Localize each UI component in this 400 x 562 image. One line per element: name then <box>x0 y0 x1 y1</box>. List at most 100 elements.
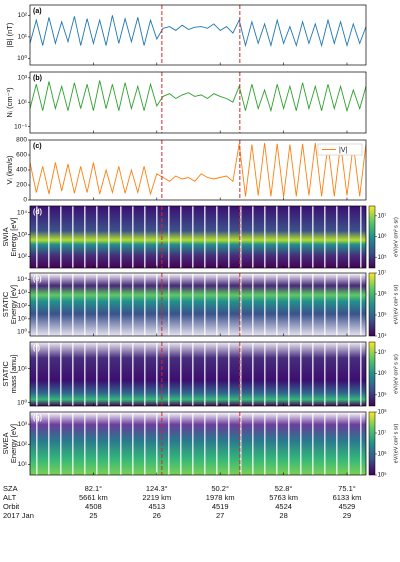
colorbar-tick-label: 10⁵ <box>378 472 388 479</box>
footer-row-label: ALT <box>3 493 17 502</box>
plot-area <box>30 142 366 198</box>
y-axis-label: STATIC <box>1 361 10 387</box>
orbit: 4529 <box>339 502 356 511</box>
date-tick-label: 28 <box>279 511 287 520</box>
altitude: 1978 km <box>206 493 235 502</box>
orbit: 4513 <box>148 502 165 511</box>
panel-letter: (a) <box>33 8 42 15</box>
orbit: 4508 <box>85 502 102 511</box>
plot-area <box>30 15 366 48</box>
date-tick-label: 27 <box>216 511 224 520</box>
colorbar-tick-label: 10⁴ <box>378 333 388 340</box>
y-tick-label: 10¹ <box>18 316 28 323</box>
altitude: 5661 km <box>79 493 108 502</box>
colorbar-label: eV/(eV cm² s sr) <box>393 284 399 324</box>
panel-frame <box>29 4 367 66</box>
altitude: 6133 km <box>333 493 362 502</box>
y-axis-label: STATIC <box>1 291 10 317</box>
date-tick-label: 25 <box>89 511 97 520</box>
footer-row-label: Orbit <box>3 502 20 511</box>
orbit-gaps <box>30 273 366 336</box>
colorbar-tick-label: 10⁷ <box>378 270 387 277</box>
y-axis-label: Energy [eV] <box>9 217 18 256</box>
footer-row-label: SZA <box>3 484 18 493</box>
panel-letter: (e) <box>33 276 42 283</box>
y-tick-label: 10¹ <box>18 99 28 106</box>
series-line <box>30 80 366 113</box>
y-tick-label: 10⁰ <box>17 398 27 406</box>
series-line <box>30 15 366 48</box>
y-tick-label: 400 <box>16 167 27 174</box>
colorbar-label: eV/(eV cm² s sr) <box>393 354 399 394</box>
colorbar-tick-label: 10⁷ <box>378 349 387 356</box>
y-tick-label: 10³ <box>18 421 28 428</box>
panel-frame <box>29 205 367 269</box>
footer-row-label: 2017 Jan <box>3 511 34 520</box>
plot-area <box>30 342 366 406</box>
colorbar-tick-label: 10⁶ <box>378 233 388 240</box>
colorbar-tick-label: 10⁷ <box>378 430 387 437</box>
sza: 52.8° <box>275 484 293 493</box>
orbit: 4524 <box>275 502 292 511</box>
y-tick-label: 10³ <box>18 289 28 296</box>
plot-area <box>30 273 366 336</box>
legend-label: |V| <box>339 147 347 154</box>
sza: 50.2° <box>211 484 229 493</box>
y-axis-label: SWIA <box>1 227 10 246</box>
panel-frame <box>29 272 367 337</box>
sza: 124.3° <box>146 484 168 493</box>
y-tick-label: 10⁴ <box>17 209 27 216</box>
colorbar <box>368 272 376 337</box>
series-line <box>30 142 366 198</box>
colorbar-tick-label: 10⁶ <box>378 291 388 298</box>
y-tick-label: 0 <box>23 197 27 204</box>
y-tick-label: 10³ <box>18 75 28 82</box>
colorbar-label: eV/(eV cm² s sr) <box>393 217 399 257</box>
y-tick-label: 600 <box>16 152 27 159</box>
altitude: 5763 km <box>269 493 298 502</box>
y-tick-label: 10⁴ <box>17 276 27 283</box>
orbit-gaps <box>30 412 366 475</box>
orbit: 4519 <box>212 502 229 511</box>
plot-area <box>30 80 366 113</box>
sza: 82.1° <box>85 484 103 493</box>
y-tick-label: 10⁰ <box>17 328 27 336</box>
y-tick-label: 10¹ <box>18 365 28 372</box>
panel-frame <box>29 341 367 407</box>
colorbar-tick-label: 10⁶ <box>378 370 388 377</box>
y-axis-label: |B| (nT) <box>5 22 14 47</box>
y-tick-label: 10² <box>18 441 28 448</box>
orbit-gaps <box>30 206 366 268</box>
date-tick-label: 29 <box>343 511 351 520</box>
y-axis-label: Energy [eV] <box>9 424 18 463</box>
y-tick-label: 200 <box>16 182 27 189</box>
y-axis-label: SWEA <box>1 432 10 454</box>
y-tick-label: 10³ <box>18 231 28 238</box>
panel-frame <box>29 71 367 134</box>
plot-area <box>30 206 366 268</box>
y-tick-label: 800 <box>16 137 27 144</box>
y-tick-label: 10¹ <box>18 461 28 468</box>
colorbar <box>368 411 376 476</box>
y-tick-label: 10¹ <box>18 34 28 41</box>
colorbar <box>368 205 376 269</box>
y-tick-label: 10² <box>18 12 28 19</box>
panel-letter: (c) <box>33 143 42 150</box>
plot-area <box>30 412 366 475</box>
date-tick-label: 26 <box>153 511 161 520</box>
panel-letter: (d) <box>33 209 42 216</box>
panel-letter: (g) <box>33 415 42 422</box>
legend-box <box>317 143 363 156</box>
colorbar-tick-label: 10⁵ <box>378 254 388 261</box>
y-tick-label: 10² <box>18 302 28 309</box>
altitude: 2219 km <box>142 493 171 502</box>
y-tick-label: 10² <box>18 253 28 260</box>
y-axis-label: Nᵢ (cm⁻³) <box>5 87 14 118</box>
orbit-gaps <box>30 342 366 406</box>
y-axis-label: Vᵢ (km/s) <box>5 155 14 185</box>
sza: 75.1° <box>338 484 356 493</box>
colorbar-tick-label: 10⁵ <box>378 391 388 398</box>
panel-letter: (b) <box>33 75 42 82</box>
y-tick-label: 10⁰ <box>17 54 27 62</box>
